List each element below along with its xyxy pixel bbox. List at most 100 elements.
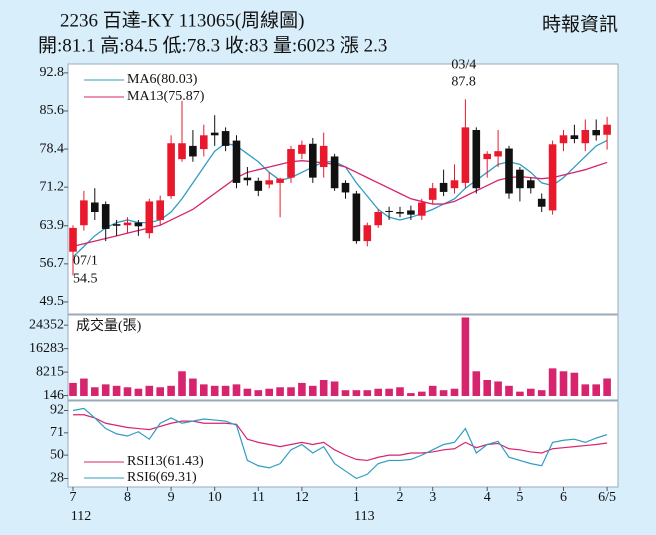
stats: 開:81.1 高:84.5 低:78.3 收:83 量:6023 漲 2.3 (38, 34, 387, 56)
x-tick-label: 6 (560, 490, 567, 505)
candle-body (548, 144, 557, 211)
volume-bar (527, 388, 535, 396)
candle-body (483, 153, 491, 160)
volume-bar (472, 371, 481, 396)
volume-bar (341, 390, 350, 396)
x-tick-label: 7 (70, 490, 77, 505)
candle-body (603, 124, 611, 135)
candle-body (374, 212, 382, 226)
volume-bar (276, 387, 284, 396)
volume-bar (483, 380, 491, 396)
volume-bar (581, 384, 590, 396)
x-tick-label: 6/5 (598, 490, 616, 505)
volume-bar (167, 385, 175, 396)
x-tick-label: 10 (208, 490, 222, 505)
volume-bar (559, 371, 568, 396)
volume-bar (69, 382, 77, 396)
y-tick-label: 49.5 (40, 294, 65, 309)
x-tick-label: 9 (168, 490, 175, 505)
annotation: 03/4 (451, 58, 476, 73)
candle-body (189, 145, 197, 157)
candle-body (221, 131, 230, 146)
candle-body (527, 180, 535, 189)
candle-body (265, 180, 273, 185)
y-tick-label: 56.7 (40, 256, 65, 271)
volume-bar (603, 378, 611, 396)
x-tick-label: 3 (429, 490, 436, 505)
volume-bar (319, 380, 328, 396)
volume-bar (254, 390, 263, 396)
volume-bar (156, 387, 164, 396)
candle-body (254, 180, 263, 191)
title: 2236 百達-KY 113065(周線圖) (60, 9, 305, 31)
y-tick-label: 28 (50, 471, 64, 486)
volume-bar (243, 388, 252, 396)
volume-bar (450, 388, 459, 396)
candle-body (145, 201, 154, 234)
volume-bar (101, 384, 110, 396)
x-tick-label: 12 (295, 490, 309, 505)
volume-bar (505, 385, 513, 396)
volume-bar (385, 388, 393, 396)
rsi-line (73, 414, 608, 462)
volume-bar (374, 388, 382, 396)
x-tick-label: 1 (353, 490, 360, 505)
volume-bar (439, 390, 448, 396)
candle-body (101, 204, 110, 229)
volume-bar (352, 390, 361, 396)
candle-body (505, 148, 513, 194)
candle-body (112, 224, 121, 226)
volume-bar (396, 387, 404, 396)
volume-bar (91, 387, 99, 396)
y-tick-label: 71.2 (40, 179, 65, 194)
volume-bar (298, 382, 306, 396)
volume-title: 成交量(張) (76, 317, 142, 334)
candle-body (396, 212, 404, 214)
candle-body (385, 210, 393, 213)
legend-entry: RSI13(61.43) (127, 454, 204, 469)
annotation: 87.8 (451, 75, 476, 90)
volume-bar (363, 390, 372, 396)
y-tick-label: 24352 (29, 317, 64, 332)
volume-bar (112, 385, 121, 396)
candle-body (581, 130, 590, 144)
legend-entry: MA13(75.87) (127, 89, 205, 104)
volume-bar (418, 391, 426, 396)
x-tick-label: 4 (484, 490, 491, 505)
volume-bar (200, 384, 208, 396)
candle-body (428, 188, 437, 200)
volume-bar (494, 381, 502, 396)
x-year-label: 112 (71, 509, 91, 524)
volume-bar (592, 384, 600, 396)
volume-bar (330, 381, 339, 396)
candle-body (592, 130, 600, 136)
candle-body (319, 145, 328, 168)
annotation: 54.5 (73, 272, 98, 287)
candle-body (243, 177, 252, 181)
candle-body (134, 222, 143, 227)
volume-bar (407, 393, 415, 396)
candle-body (559, 135, 568, 144)
volume-bar (80, 378, 88, 396)
y-tick-label: 146 (43, 388, 64, 403)
candle-body (287, 149, 295, 178)
candle-body (167, 143, 175, 197)
volume-bar (287, 387, 295, 396)
candle-body (210, 132, 219, 136)
volume-bar (516, 391, 524, 396)
volume-bar (221, 385, 230, 396)
candle-body (178, 143, 186, 160)
x-year-label: 113 (354, 509, 374, 524)
legend-entry: MA6(80.03) (127, 72, 198, 87)
candle-body (439, 182, 448, 192)
candle-body (363, 225, 372, 242)
volume-bar (461, 317, 470, 396)
y-tick-label: 92 (50, 403, 64, 418)
volume-bar (123, 387, 132, 396)
volume-bar (178, 371, 186, 396)
candle-body (309, 143, 317, 178)
x-tick-label: 2 (397, 490, 404, 505)
y-tick-label: 63.9 (40, 218, 65, 233)
y-tick-label: 50 (50, 447, 64, 462)
source: 時報資訊 (542, 13, 618, 35)
